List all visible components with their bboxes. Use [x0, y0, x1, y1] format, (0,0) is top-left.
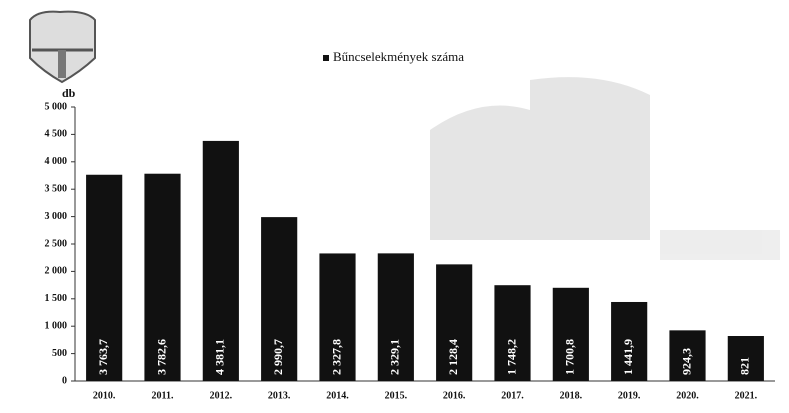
x-tick-label: 2013. — [268, 390, 291, 401]
value-label: 1 441,9 — [621, 339, 635, 375]
y-axis-label: db — [62, 86, 76, 100]
value-label: 3 763,7 — [96, 339, 110, 375]
value-label: 2 329,1 — [388, 339, 402, 375]
legend-label: Bűncselekmények száma — [333, 49, 464, 64]
x-tick-label: 2018. — [560, 390, 583, 401]
x-tick-label: 2020. — [676, 390, 699, 401]
value-label: 2 990,7 — [271, 339, 285, 375]
x-tick-label: 2021. — [735, 390, 758, 401]
y-tick-label: 4 500 — [45, 129, 68, 140]
y-tick-label: 500 — [52, 348, 67, 359]
y-tick-label: 1 000 — [45, 320, 68, 331]
x-tick-label: 2010. — [93, 390, 116, 401]
x-tick-label: 2015. — [385, 390, 408, 401]
y-tick-label: 2 000 — [45, 266, 68, 277]
value-label: 821 — [738, 357, 752, 375]
y-tick-label: 3 500 — [45, 183, 68, 194]
value-label: 3 782,6 — [154, 339, 168, 375]
y-tick-label: 0 — [62, 375, 67, 386]
y-tick-label: 5 000 — [45, 101, 68, 112]
value-label: 4 381,1 — [213, 339, 227, 375]
y-tick-label: 1 500 — [45, 293, 68, 304]
x-tick-label: 2012. — [210, 390, 233, 401]
x-tick-label: 2016. — [443, 390, 466, 401]
chart: Bűncselekmények száma db 0 500 1 000 1 500 2… — [0, 0, 789, 408]
value-label: 1 700,8 — [563, 339, 577, 375]
x-tick-label: 2017. — [501, 390, 524, 401]
value-label: 2 128,4 — [446, 339, 460, 375]
value-label: 924,3 — [679, 348, 693, 375]
x-tick-label: 2011. — [152, 390, 174, 401]
y-tick-label: 2 500 — [45, 238, 68, 249]
legend-swatch — [323, 55, 329, 61]
y-tick-label: 3 000 — [45, 211, 68, 222]
x-tick-label: 2019. — [618, 390, 641, 401]
value-label: 1 748,2 — [504, 339, 518, 375]
y-tick-label: 4 000 — [45, 156, 68, 167]
value-label: 2 327,8 — [329, 339, 343, 375]
x-tick-label: 2014. — [326, 390, 349, 401]
